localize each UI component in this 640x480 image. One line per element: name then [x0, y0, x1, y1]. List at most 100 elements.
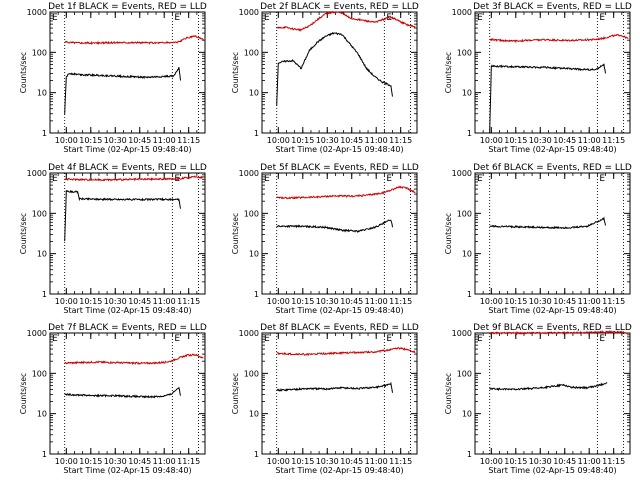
x-tick-label: 10:45	[340, 297, 363, 306]
marker-letter-e: E	[599, 174, 605, 184]
marker-letter-e: E	[477, 13, 483, 23]
x-tick-label: 10:00	[55, 457, 78, 466]
x-tick-label: 10:30	[316, 136, 339, 145]
y-axis-label: Counts/sec	[231, 52, 240, 93]
x-tick-label: 11:00	[365, 457, 388, 466]
marker-letter-e: E	[264, 334, 270, 344]
y-tick-label: 10	[249, 250, 259, 259]
x-tick-label: 10:45	[340, 136, 363, 145]
y-axis-label: Counts/sec	[444, 213, 453, 254]
y-tick-label: 10	[462, 250, 472, 259]
x-tick-label: 11:15	[602, 136, 625, 145]
x-tick-label: 11:15	[389, 297, 412, 306]
chart-panel-7: Det 7f BLACK = Events, RED = LLD 1 10 100 10…	[19, 323, 207, 475]
chart-panel-5: Det 5f BLACK = Events, RED = LLD 1 10 100 10…	[231, 163, 419, 315]
y-tick-label: 10	[462, 89, 472, 98]
y-tick-label: 1000	[452, 329, 472, 338]
chart-panel-8: Det 8f BLACK = Events, RED = LLD 1 10 100 10…	[231, 323, 419, 475]
y-tick-label: 1000	[27, 329, 47, 338]
x-tick-label: 10:00	[267, 457, 290, 466]
series-line-lld	[276, 346, 416, 357]
marker-letter-e: E	[52, 334, 58, 344]
marker-letter-e: E	[174, 334, 180, 344]
marker-letter-e: E	[52, 13, 58, 23]
x-tick-label: 11:00	[365, 297, 388, 306]
x-tick-label: 11:00	[153, 297, 176, 306]
y-tick-label: 10	[37, 89, 47, 98]
y-tick-label: 10	[249, 410, 259, 419]
x-tick-label: 10:30	[529, 136, 552, 145]
chart-title: Det 9f BLACK = Events, RED = LLD	[473, 323, 632, 333]
x-tick-label: 11:00	[153, 457, 176, 466]
x-tick-label: 11:00	[365, 136, 388, 145]
y-tick-label: 1	[42, 450, 47, 459]
chart-panel-2: Det 2f BLACK = Events, RED = LLD 1 10 100 10…	[231, 2, 419, 154]
x-tick-label: 10:15	[291, 136, 314, 145]
x-tick-label: 11:00	[578, 297, 601, 306]
x-axis-label: Start Time (02-Apr-15 09:48:40)	[275, 306, 403, 315]
y-tick-label: 1	[254, 290, 259, 299]
series-line-lld	[489, 33, 629, 44]
x-tick-label: 10:30	[104, 297, 127, 306]
x-tick-label: 10:45	[553, 457, 576, 466]
x-tick-label: 11:00	[578, 136, 601, 145]
y-axis-label: Counts/sec	[231, 373, 240, 414]
series-line-events	[489, 382, 608, 391]
y-tick-label: 100	[32, 48, 47, 57]
y-axis-label: Counts/sec	[19, 373, 28, 414]
y-tick-label: 100	[457, 209, 472, 218]
y-tick-label: 1	[467, 450, 472, 459]
plot-frame	[261, 11, 418, 134]
x-tick-label: 10:15	[79, 136, 102, 145]
x-axis-label: Start Time (02-Apr-15 09:48:40)	[275, 145, 403, 154]
plot-frame	[261, 332, 418, 455]
marker-letter-e: E	[477, 174, 483, 184]
series-line-events	[276, 381, 393, 393]
plot-frame	[49, 332, 206, 455]
y-axis-label: Counts/sec	[19, 52, 28, 93]
x-tick-label: 10:00	[480, 297, 503, 306]
chart-title: Det 3f BLACK = Events, RED = LLD	[473, 2, 632, 12]
x-axis-label: Start Time (02-Apr-15 09:48:40)	[488, 145, 616, 154]
x-tick-label: 10:15	[79, 457, 102, 466]
chart-panel-3: Det 3f BLACK = Events, RED = LLD 1 10 100 10…	[444, 2, 632, 154]
chart-panel-6: Det 6f BLACK = Events, RED = LLD 1 10 100 10…	[444, 163, 632, 315]
y-tick-label: 100	[244, 48, 259, 57]
plot-frame	[49, 11, 206, 134]
y-axis-label: Counts/sec	[444, 52, 453, 93]
chart-panel-1: Det 1f BLACK = Events, RED = LLD 1 10 100 10…	[19, 2, 207, 154]
x-tick-label: 10:00	[480, 457, 503, 466]
marker-letter-e: E	[264, 174, 270, 184]
plot-frame	[474, 11, 631, 134]
x-tick-label: 11:15	[602, 297, 625, 306]
marker-letter-e: E	[386, 174, 392, 184]
chart-title: Det 5f BLACK = Events, RED = LLD	[260, 163, 419, 173]
x-tick-label: 10:00	[55, 297, 78, 306]
y-tick-label: 100	[244, 369, 259, 378]
series-line-events	[489, 63, 606, 133]
y-tick-label: 10	[37, 410, 47, 419]
y-tick-label: 1	[467, 129, 472, 138]
x-tick-label: 10:45	[128, 457, 151, 466]
y-tick-label: 10	[462, 410, 472, 419]
series-line-events	[64, 66, 181, 115]
y-tick-label: 1000	[239, 169, 259, 178]
x-tick-label: 10:15	[79, 297, 102, 306]
series-line-events	[276, 31, 393, 106]
series-line-lld	[276, 185, 416, 200]
y-tick-label: 1000	[239, 8, 259, 17]
y-tick-label: 100	[457, 48, 472, 57]
y-tick-label: 1	[467, 290, 472, 299]
x-tick-label: 10:30	[529, 457, 552, 466]
marker-letter-e: E	[52, 174, 58, 184]
marker-letter-e: E	[264, 13, 270, 23]
x-tick-label: 10:15	[291, 457, 314, 466]
x-tick-label: 10:15	[504, 297, 527, 306]
x-axis-label: Start Time (02-Apr-15 09:48:40)	[275, 466, 403, 475]
x-axis-label: Start Time (02-Apr-15 09:48:40)	[63, 306, 191, 315]
chart-title: Det 8f BLACK = Events, RED = LLD	[260, 323, 419, 333]
y-tick-label: 1	[42, 129, 47, 138]
x-tick-label: 10:00	[480, 136, 503, 145]
x-tick-label: 11:15	[177, 297, 200, 306]
x-tick-label: 11:15	[389, 457, 412, 466]
